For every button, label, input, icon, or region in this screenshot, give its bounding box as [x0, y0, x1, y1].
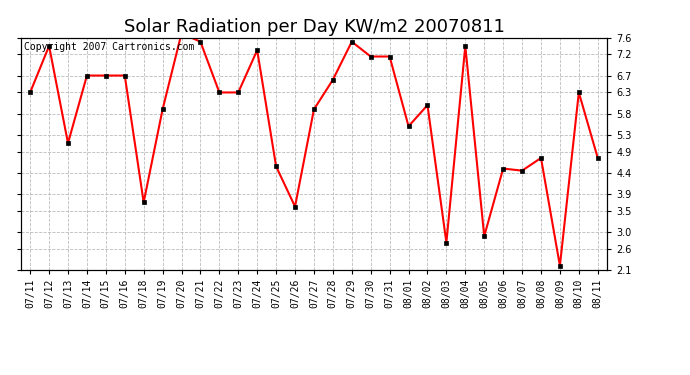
Text: Copyright 2007 Cartronics.com: Copyright 2007 Cartronics.com [23, 42, 194, 52]
Title: Solar Radiation per Day KW/m2 20070811: Solar Radiation per Day KW/m2 20070811 [124, 18, 504, 36]
